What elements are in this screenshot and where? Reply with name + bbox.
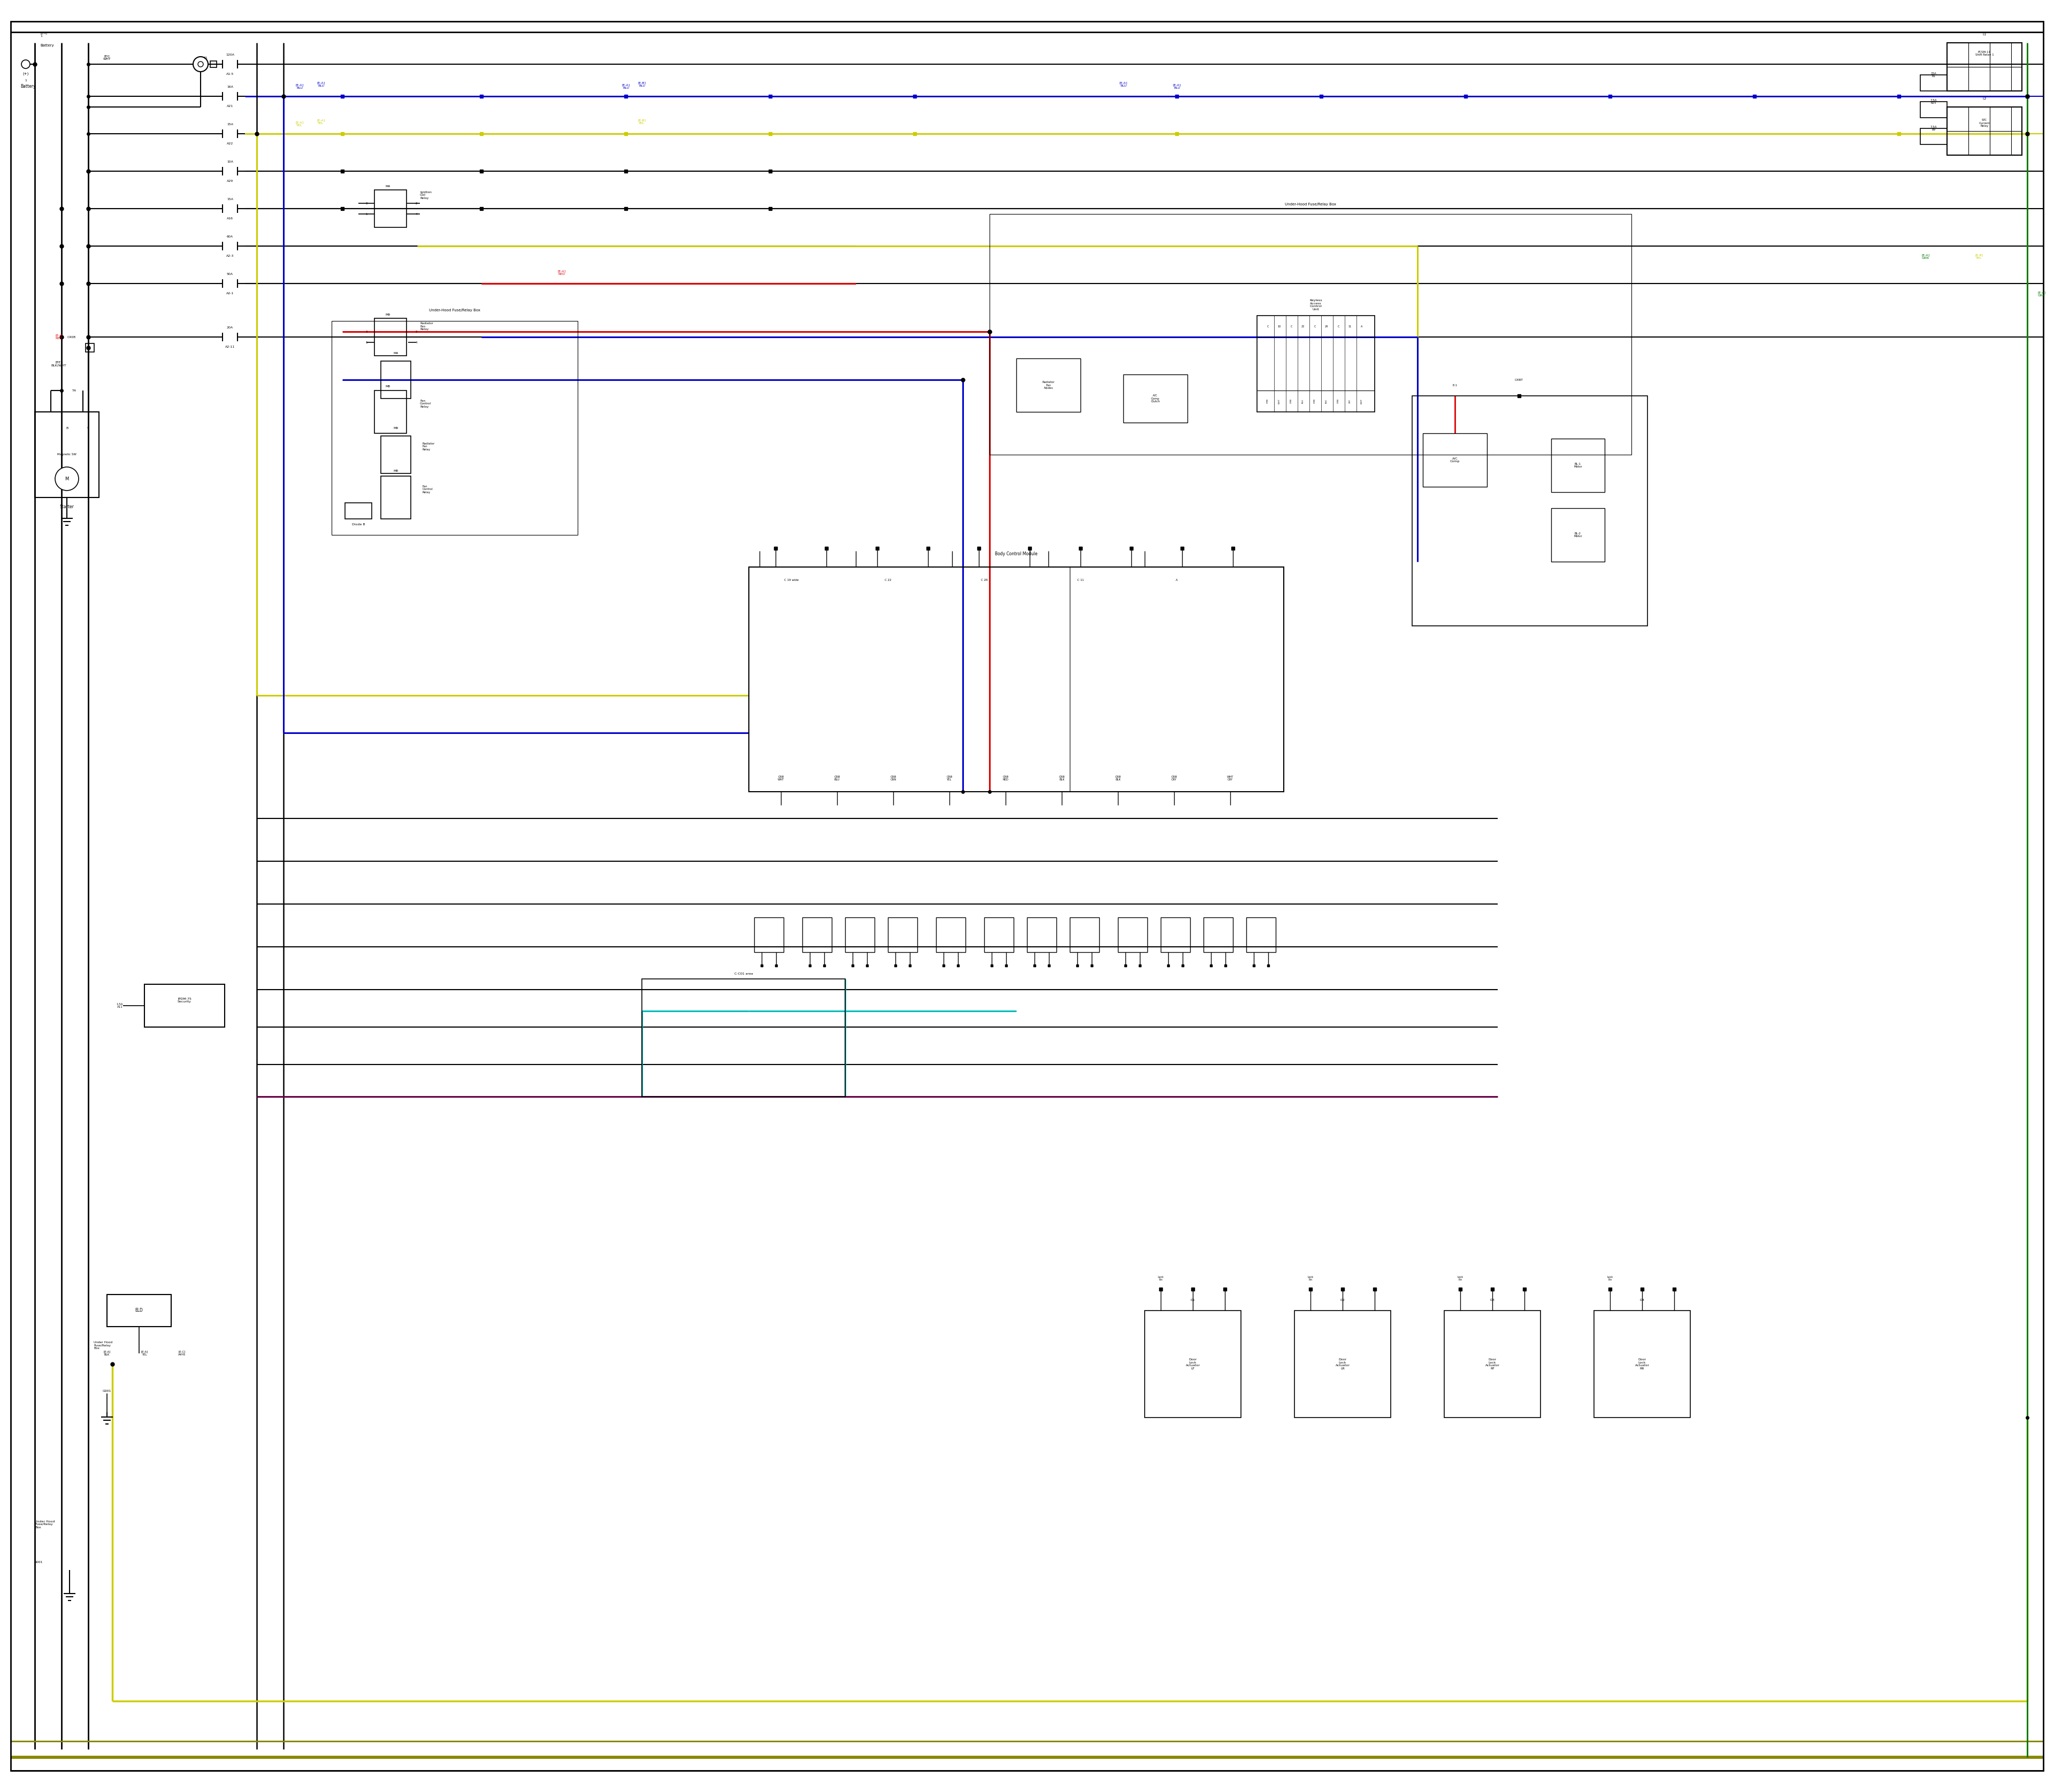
Bar: [641, 978, 844, 1097]
Bar: [374, 391, 407, 434]
Text: T1: T1: [203, 56, 207, 59]
Bar: [380, 360, 411, 398]
Bar: [1161, 918, 1189, 952]
Circle shape: [197, 61, 203, 66]
Bar: [1117, 918, 1148, 952]
Text: A1-5: A1-5: [226, 72, 234, 75]
Text: Battery: Battery: [21, 84, 35, 90]
Text: 22: 22: [1302, 324, 1304, 328]
Text: [E-A]
YEL: [E-A] YEL: [296, 122, 304, 127]
Bar: [803, 918, 832, 952]
Bar: [1947, 108, 2021, 156]
Text: T4: T4: [72, 389, 76, 392]
Text: ELD: ELD: [136, 1308, 144, 1314]
Text: 15A
B1: 15A B1: [1931, 72, 1937, 77]
Text: Battery: Battery: [41, 43, 53, 47]
Text: D3: D3: [1489, 1299, 1495, 1301]
Bar: [1920, 102, 1947, 118]
Text: ORB: ORB: [1290, 400, 1292, 403]
Bar: [1204, 918, 1232, 952]
Bar: [984, 918, 1013, 952]
Bar: [844, 918, 875, 952]
Text: A21: A21: [226, 104, 234, 108]
Text: [E-A]
BLK: [E-A] BLK: [103, 1351, 111, 1357]
Text: 2R: 2R: [1325, 324, 1329, 328]
Text: Diode B: Diode B: [351, 523, 366, 525]
Text: [EI]
WHT: [EI] WHT: [103, 56, 111, 61]
Text: [E-A]
BLU: [E-A] BLU: [1173, 84, 1181, 90]
Bar: [210, 61, 216, 68]
Text: Door
Lock
Actuator
RR: Door Lock Actuator RR: [1635, 1358, 1649, 1371]
Text: ORB: ORB: [1315, 400, 1317, 403]
Bar: [374, 319, 407, 357]
Text: Lock
Pin: Lock Pin: [1606, 1276, 1612, 1281]
Text: WHT
CRY: WHT CRY: [1226, 776, 1234, 781]
Text: [E-B]
YEL: [E-B] YEL: [639, 118, 645, 125]
Text: ORB
YEL: ORB YEL: [947, 776, 953, 781]
Text: C 11: C 11: [1076, 579, 1085, 582]
Text: 50A: 50A: [226, 272, 234, 276]
Text: [E-I]
1: [E-I] 1: [41, 32, 47, 38]
Text: M4: M4: [386, 185, 390, 188]
Text: 20A: 20A: [226, 326, 234, 328]
Text: D4: D4: [1639, 1299, 1645, 1301]
Text: C-C01 area: C-C01 area: [733, 973, 754, 975]
Text: Starter: Starter: [60, 505, 74, 509]
Bar: [1551, 439, 1604, 493]
Text: C 19 wide: C 19 wide: [785, 579, 799, 582]
Text: Keyless
Access
Control
Unit: Keyless Access Control Unit: [1310, 299, 1323, 310]
Text: [E-A]
YEL: [E-A] YEL: [316, 118, 325, 125]
Text: 15A: 15A: [226, 124, 234, 125]
Text: 10A: 10A: [226, 159, 234, 163]
Text: 16A: 16A: [226, 86, 234, 88]
Bar: [1920, 129, 1947, 145]
Text: E-1: E-1: [1452, 383, 1456, 387]
Text: S001: S001: [35, 1561, 43, 1563]
Bar: [1027, 918, 1056, 952]
Text: ORB
BLK: ORB BLK: [1058, 776, 1064, 781]
Text: Lock
Pin: Lock Pin: [1158, 1276, 1165, 1281]
Text: Under Hood
Fuse/Relay
Box: Under Hood Fuse/Relay Box: [94, 1340, 113, 1349]
Text: [E-8]
YEL: [E-8] YEL: [1976, 254, 1982, 260]
Text: A2-11: A2-11: [226, 346, 234, 348]
Text: [E-A]
GRN: [E-A] GRN: [2038, 292, 2046, 297]
Bar: [1444, 1310, 1540, 1417]
Text: Lock
Pin: Lock Pin: [1456, 1276, 1462, 1281]
Bar: [1017, 358, 1080, 412]
Circle shape: [55, 468, 78, 491]
Text: WHT: WHT: [1360, 398, 1364, 403]
Circle shape: [21, 59, 31, 68]
Bar: [380, 477, 411, 520]
Text: ORB: ORB: [1267, 400, 1269, 403]
Text: A29: A29: [226, 179, 234, 183]
Bar: [1124, 375, 1187, 423]
Text: B: B: [66, 426, 68, 430]
Text: [EE]
BLK/WHT: [EE] BLK/WHT: [51, 360, 66, 367]
Bar: [1551, 509, 1604, 561]
Text: WHT: WHT: [1278, 398, 1280, 403]
Circle shape: [193, 57, 207, 72]
Text: M8: M8: [394, 470, 398, 471]
Text: STC
Current
Relay: STC Current Relay: [1978, 118, 1990, 127]
Bar: [374, 190, 407, 228]
Bar: [990, 213, 1631, 455]
Bar: [144, 984, 224, 1027]
Bar: [1294, 1310, 1391, 1417]
Bar: [1423, 434, 1487, 487]
Bar: [380, 435, 411, 473]
Bar: [1413, 396, 1647, 625]
Text: IPDM-75
Security: IPDM-75 Security: [177, 998, 191, 1004]
Text: M: M: [66, 477, 68, 482]
Text: [E-A]
YEL: [E-A] YEL: [142, 1351, 148, 1357]
Text: Lock
Pin: Lock Pin: [1308, 1276, 1313, 1281]
Text: Door
Lock
Actuator
LF: Door Lock Actuator LF: [1185, 1358, 1200, 1371]
Text: [E-B]
BLU: [E-B] BLU: [639, 82, 645, 88]
Text: L2: L2: [1982, 97, 1986, 100]
Bar: [1247, 918, 1276, 952]
Text: Under Hood
Fuse/Relay
Box: Under Hood Fuse/Relay Box: [35, 1520, 55, 1529]
Text: Radiator
Fan
Relay: Radiator Fan Relay: [423, 443, 435, 452]
Text: S: S: [86, 426, 88, 430]
Text: C408: C408: [68, 335, 76, 339]
Text: ORB
RED: ORB RED: [1002, 776, 1009, 781]
Text: BL-1
Motor: BL-1 Motor: [1573, 462, 1582, 468]
